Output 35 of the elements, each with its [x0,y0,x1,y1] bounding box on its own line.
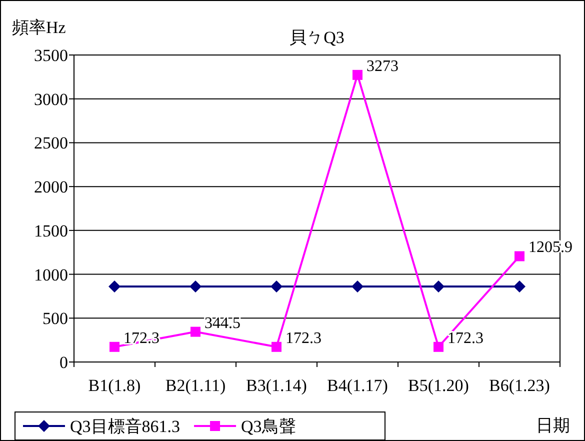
chart-title: 貝ㄅQ3 [290,28,344,47]
x-tick-label: B3(1.14) [246,376,307,395]
data-label: 344.5 [204,314,240,332]
point [272,342,282,352]
y-tick-label: 0 [60,353,68,372]
y-tick-label: 3000 [34,90,68,109]
point [514,280,526,292]
data-label: 172.3 [448,330,484,347]
point [432,280,444,292]
data-label: 172.3 [286,330,322,347]
legend-label: Q3目標音861.3 [70,417,180,436]
x-tick-label: B1(1.8) [88,376,141,395]
point [270,280,282,292]
point [108,280,120,292]
point [190,326,200,337]
y-tick-label: 3500 [34,46,68,65]
legend-label: Q3鳥聲 [241,417,296,436]
y-tick-label: 2500 [34,134,68,153]
point [352,70,362,80]
x-tick-label: B2(1.11) [165,376,226,395]
y-tick-label: 1500 [34,221,68,240]
data-label: 3273 [366,58,398,75]
x-tick-label: B4(1.17) [327,376,388,395]
y-tick-label: 1000 [34,265,68,284]
point [434,342,444,352]
point [514,251,524,262]
point [190,280,202,292]
x-tick-label: B5(1.20) [408,376,469,395]
y-tick-label: 2000 [34,178,68,197]
point [352,280,364,292]
x-tick-label: B6(1.23) [489,376,550,395]
x-axis-title: 日期 [536,416,570,435]
y-tick-label: 500 [42,309,68,328]
point [110,342,120,352]
y-axis-title: 頻率Hz [12,18,66,37]
